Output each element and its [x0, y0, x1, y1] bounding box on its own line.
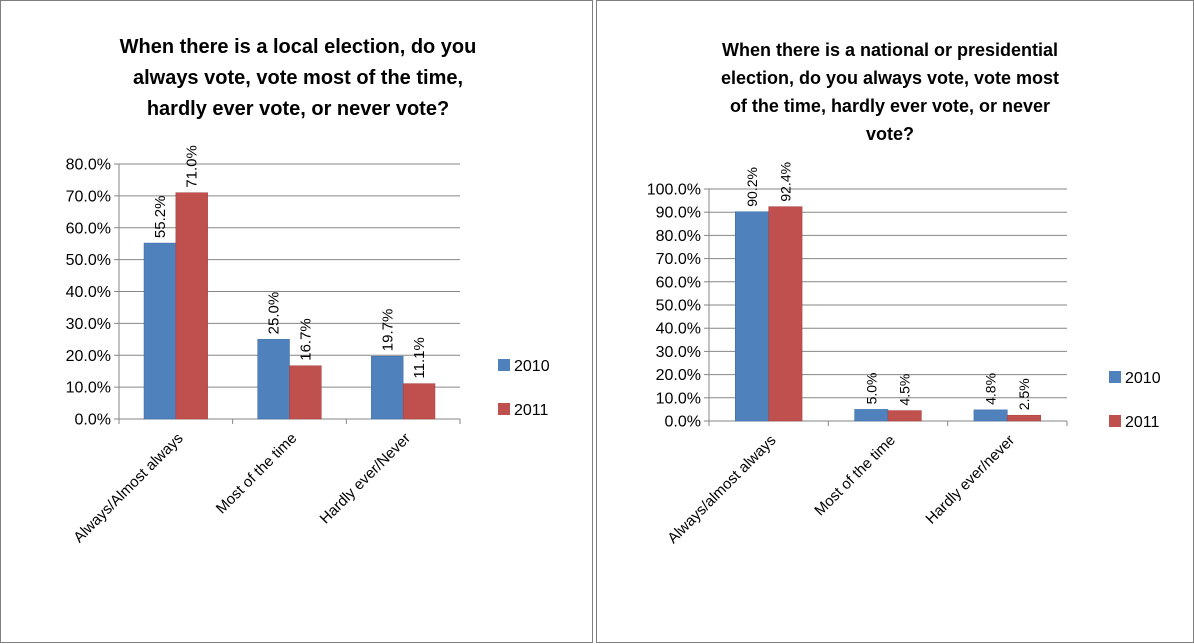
local-data-label: 11.1%: [411, 337, 428, 378]
local-election-chart-panel: When there is a local election, do you al…: [0, 0, 594, 643]
local-bar-2011: [289, 365, 322, 420]
local-legend-swatch-2011: [498, 403, 510, 415]
local-title-line: always vote, vote most of the time,: [133, 67, 463, 89]
local-category-label: Most of the time: [213, 430, 300, 517]
national-category-label: Hardly ever/never: [922, 432, 1018, 528]
local-bar-2010: [371, 355, 404, 420]
national-title-line: vote?: [866, 124, 914, 144]
local-y-tick-label: 20.0%: [66, 348, 111, 365]
national-data-label: 92.4%: [777, 162, 793, 202]
national-y-tick-label: 50.0%: [656, 298, 701, 315]
local-data-label: 25.0%: [266, 292, 283, 335]
national-y-tick-label: 80.0%: [656, 228, 701, 245]
local-data-label: 16.7%: [297, 318, 314, 361]
national-chart-title: When there is a national or presidential…: [721, 40, 1059, 144]
national-bar-2010: [735, 211, 769, 422]
local-legend-swatch-2010: [498, 359, 510, 371]
national-bar-2011: [887, 410, 922, 422]
local-y-tick-label: 80.0%: [66, 157, 111, 174]
local-legend-label-2010: 2010: [514, 358, 550, 375]
national-legend-label-2011: 2011: [1125, 414, 1160, 431]
national-data-label: 4.8%: [983, 373, 999, 405]
local-bar-2010: [257, 339, 290, 420]
local-y-tick-label: 0.0%: [75, 412, 111, 429]
national-data-label: 4.5%: [897, 374, 913, 406]
local-title-line: When there is a local election, do you: [120, 36, 477, 58]
national-y-tick-label: 100.0%: [647, 182, 701, 199]
local-y-tick-label: 60.0%: [66, 220, 111, 237]
local-bar-2011: [402, 383, 436, 420]
national-bar-2010: [854, 409, 889, 422]
national-data-label: 5.0%: [863, 372, 879, 404]
local-y-tick-label: 40.0%: [66, 284, 111, 301]
national-legend-label-2010: 2010: [1125, 370, 1161, 387]
local-election-chart: When there is a local election, do you al…: [66, 36, 550, 546]
national-y-tick-label: 90.0%: [656, 205, 701, 222]
national-category-label: Always/almost always: [664, 432, 779, 547]
national-y-tick-label: 70.0%: [656, 251, 701, 268]
national-y-tick-label: 60.0%: [656, 274, 701, 291]
national-legend-swatch-2010: [1109, 371, 1121, 383]
national-data-label: 90.2%: [744, 167, 760, 207]
local-title-line: hardly ever vote, or never vote?: [147, 98, 449, 120]
national-y-tick-label: 40.0%: [656, 321, 701, 338]
local-chart-title: When there is a local election, do you al…: [120, 36, 477, 120]
national-election-chart: When there is a national or presidential…: [647, 40, 1161, 547]
national-title-line: When there is a national or presidential: [722, 40, 1058, 60]
national-data-label: 2.5%: [1016, 378, 1032, 410]
national-y-tick-label: 10.0%: [656, 390, 701, 407]
local-y-tick-label: 30.0%: [66, 316, 111, 333]
national-category-label: Most of the time: [811, 432, 898, 519]
national-election-chart-panel: When there is a national or presidential…: [596, 0, 1194, 643]
national-y-tick-label: 30.0%: [656, 344, 701, 361]
national-y-tick-label: 20.0%: [656, 367, 701, 384]
local-y-tick-label: 70.0%: [66, 188, 111, 205]
national-title-line: of the time, hardly ever vote, or never: [730, 96, 1050, 116]
national-bar-2011: [768, 206, 803, 422]
national-legend-swatch-2011: [1109, 415, 1121, 427]
local-data-label: 55.2%: [152, 196, 169, 239]
national-y-tick-label: 0.0%: [665, 414, 701, 431]
local-bar-2011: [175, 192, 208, 420]
local-y-tick-label: 50.0%: [66, 252, 111, 269]
local-bar-2010: [143, 242, 177, 420]
local-data-label: 71.0%: [184, 145, 201, 188]
local-category-label: Always/Almost always: [70, 430, 186, 546]
local-legend-label-2011: 2011: [514, 402, 549, 419]
local-category-label: Hardly ever/Never: [317, 430, 414, 527]
local-data-label: 19.7%: [379, 309, 396, 352]
national-title-line: election, do you always vote, vote most: [721, 68, 1059, 88]
national-bar-2010: [973, 409, 1008, 422]
local-y-tick-label: 10.0%: [66, 380, 111, 397]
national-bar-2011: [1007, 414, 1041, 422]
